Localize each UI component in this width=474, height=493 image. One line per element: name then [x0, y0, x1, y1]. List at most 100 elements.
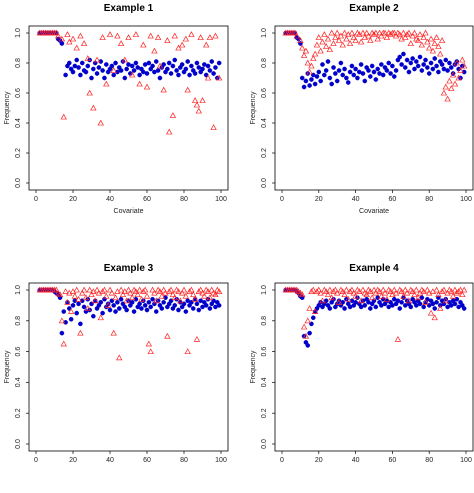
- data-point-triangle: [310, 55, 317, 61]
- data-point-triangle: [448, 85, 455, 91]
- data-point-triangle: [385, 286, 392, 293]
- data-point-circle: [172, 303, 178, 308]
- data-point-triangle: [383, 295, 391, 302]
- plot-frame: [274, 25, 474, 191]
- panel-example-2: Example 2 0 20 40 60 80 100 0.0 0.2 0.4 0.6 0.8 1.0 C…: [250, 3, 474, 215]
- data-point-triangle: [197, 34, 204, 40]
- data-point-circle: [380, 72, 386, 78]
- data-point-circle: [129, 63, 135, 69]
- data-point-triangle: [73, 44, 80, 51]
- data-point-circle: [371, 298, 377, 304]
- data-point-circle: [299, 75, 305, 81]
- data-point-circle: [133, 296, 139, 302]
- data-point-triangle: [82, 294, 90, 301]
- data-point-triangle: [407, 40, 414, 46]
- data-point-circle: [445, 68, 450, 73]
- data-point-triangle: [365, 286, 372, 293]
- data-point-circle: [163, 295, 168, 301]
- data-point-triangle: [383, 34, 391, 40]
- data-point-circle: [85, 63, 91, 69]
- data-point-circle: [176, 72, 181, 78]
- data-point-circle: [203, 303, 209, 308]
- data-point-triangle: [457, 67, 464, 73]
- data-point-circle: [144, 307, 150, 313]
- data-point-triangle: [391, 286, 398, 293]
- data-point-triangle: [88, 291, 95, 298]
- data-point-triangle: [299, 291, 306, 298]
- data-point-circle: [174, 296, 179, 302]
- data-point-circle: [85, 296, 91, 302]
- data-point-triangle: [345, 295, 352, 302]
- data-point-triangle: [363, 29, 370, 36]
- data-point-triangle: [427, 35, 435, 42]
- data-point-triangle: [459, 291, 466, 298]
- data-point-circle: [68, 316, 74, 322]
- data-point-circle: [118, 68, 124, 73]
- data-point-triangle: [84, 55, 91, 61]
- data-point-triangle: [460, 62, 468, 69]
- data-point-circle: [375, 66, 380, 72]
- data-point-circle: [63, 72, 68, 78]
- data-point-triangle: [53, 29, 60, 36]
- data-point-triangle: [108, 289, 116, 296]
- data-point-triangle: [411, 29, 418, 36]
- data-point-circle: [113, 60, 118, 66]
- data-point-circle: [144, 71, 150, 76]
- data-point-triangle: [293, 32, 300, 39]
- y-tick-label: 0.4: [261, 377, 268, 387]
- data-point-triangle: [313, 288, 321, 294]
- data-point-circle: [137, 72, 142, 78]
- data-point-triangle: [64, 31, 71, 37]
- data-point-triangle: [130, 286, 138, 293]
- data-point-triangle: [199, 289, 206, 296]
- data-point-triangle: [326, 46, 334, 52]
- data-point-triangle: [308, 288, 315, 294]
- data-point-triangle: [178, 41, 186, 48]
- plot-frame: [28, 282, 229, 452]
- data-point-triangle: [103, 292, 110, 299]
- x-tick-label: 20: [315, 457, 323, 464]
- data-point-triangle: [437, 305, 444, 311]
- data-point-triangle: [171, 32, 178, 39]
- data-point-triangle: [80, 40, 88, 46]
- data-point-triangle: [453, 289, 460, 296]
- x-tick-label: 0: [34, 457, 38, 464]
- data-point-triangle: [138, 295, 145, 302]
- data-point-triangle: [418, 41, 426, 48]
- data-point-triangle: [431, 314, 438, 321]
- panel-example-1: Example 1 0 20 40 60 80 100 0.0 0.2 0.4 0.6 0.8 1.0 C…: [4, 3, 229, 215]
- data-point-triangle: [193, 335, 201, 342]
- data-point-circle: [342, 306, 347, 311]
- data-point-circle: [421, 62, 426, 67]
- data-point-triangle: [317, 289, 324, 296]
- data-point-circle: [209, 59, 215, 64]
- data-point-triangle: [167, 286, 175, 293]
- data-point-circle: [443, 57, 449, 63]
- data-point-triangle: [427, 309, 435, 316]
- data-point-circle: [323, 68, 329, 73]
- data-point-circle: [331, 296, 336, 302]
- data-point-circle: [305, 71, 311, 76]
- data-point-circle: [216, 60, 222, 66]
- data-point-circle: [340, 72, 346, 78]
- data-point-triangle: [143, 83, 151, 90]
- data-point-triangle: [424, 286, 431, 293]
- data-point-triangle: [147, 32, 154, 39]
- data-point-triangle: [214, 286, 221, 293]
- data-point-circle: [369, 63, 375, 69]
- data-point-triangle: [304, 59, 311, 66]
- data-point-triangle: [402, 286, 409, 293]
- data-point-circle: [461, 306, 467, 311]
- data-point-circle: [404, 57, 410, 63]
- y-tick-label: 0.0: [261, 439, 268, 449]
- data-point-circle: [430, 66, 436, 72]
- data-point-circle: [373, 304, 379, 310]
- data-point-triangle: [67, 308, 75, 314]
- data-point-circle: [426, 71, 432, 76]
- data-point-triangle: [195, 107, 202, 114]
- data-point-circle: [447, 60, 452, 66]
- data-point-circle: [331, 65, 336, 70]
- data-point-triangle: [86, 286, 93, 293]
- data-point-triangle: [69, 35, 77, 42]
